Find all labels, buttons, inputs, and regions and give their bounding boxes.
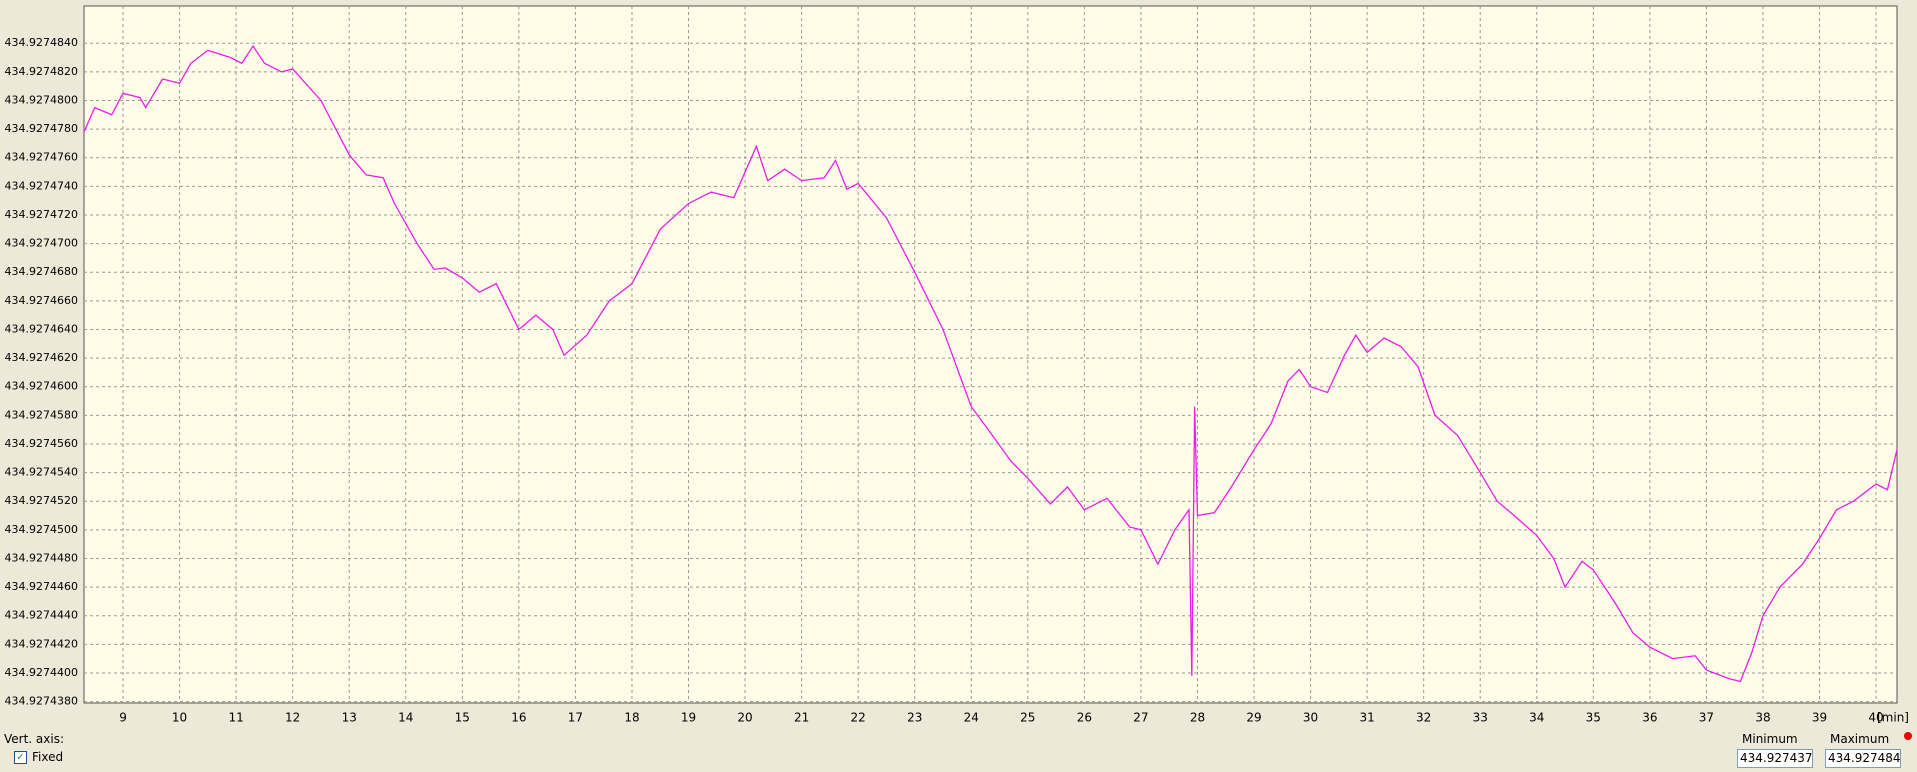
y-tick-label: 434.9274640 xyxy=(5,322,78,335)
x-tick-label: 13 xyxy=(342,711,357,725)
plot-area xyxy=(83,5,1898,704)
y-tick-label: 434.9274660 xyxy=(5,294,78,307)
x-tick-label: 32 xyxy=(1416,711,1431,725)
y-tick-label: 434.9274580 xyxy=(5,408,78,421)
y-tick-label: 434.9274720 xyxy=(5,208,78,221)
x-tick-label: 29 xyxy=(1246,711,1261,725)
minimum-label: Minimum xyxy=(1742,732,1798,746)
y-tick-label: 434.9274740 xyxy=(5,179,78,192)
y-tick-label: 434.9274540 xyxy=(5,466,78,479)
y-tick-label: 434.9274440 xyxy=(5,609,78,622)
y-tick-label: 434.9274800 xyxy=(5,93,78,106)
fixed-checkbox[interactable]: ✓ xyxy=(14,751,27,764)
x-tick-label: 33 xyxy=(1473,711,1488,725)
maximum-input[interactable]: 434.9274848 xyxy=(1825,749,1901,768)
x-tick-label: 16 xyxy=(511,711,526,725)
y-tick-label: 434.9274600 xyxy=(5,380,78,393)
y-tick-label: 434.9274460 xyxy=(5,580,78,593)
x-tick-label: 35 xyxy=(1586,711,1601,725)
y-tick-label: 434.9274380 xyxy=(5,695,78,708)
x-tick-label: 24 xyxy=(964,711,979,725)
x-tick-label: 10 xyxy=(172,711,187,725)
chart: [min] 434.9274380 434.9274400 434.9274420 4… xyxy=(5,5,1909,725)
x-tick-label: 36 xyxy=(1642,711,1657,725)
y-tick-label: 434.9274520 xyxy=(5,494,78,507)
y-tick-label: 434.9274820 xyxy=(5,65,78,78)
data-line xyxy=(83,44,1898,683)
x-tick-label: 31 xyxy=(1359,711,1374,725)
y-tick-label: 434.9274560 xyxy=(5,437,78,450)
x-tick-label: 30 xyxy=(1303,711,1318,725)
x-tick-label: 40 xyxy=(1868,711,1883,725)
x-tick-label: 37 xyxy=(1699,711,1714,725)
y-tick-label: 434.9274400 xyxy=(5,666,78,679)
x-tick-label: 19 xyxy=(681,711,696,725)
y-tick-label: 434.9274680 xyxy=(5,265,78,278)
x-tick-label: 38 xyxy=(1755,711,1770,725)
y-tick-label: 434.9274760 xyxy=(5,151,78,164)
x-tick-label: 20 xyxy=(737,711,752,725)
x-tick-label: 12 xyxy=(285,711,300,725)
y-tick-label: 434.9274500 xyxy=(5,523,78,536)
y-tick-label: 434.9274700 xyxy=(5,237,78,250)
x-tick-label: 18 xyxy=(624,711,639,725)
x-axis-label: [min] xyxy=(1877,711,1909,725)
status-dot xyxy=(1904,732,1912,740)
x-tick-label: 28 xyxy=(1190,711,1205,725)
x-tick-label: 26 xyxy=(1077,711,1092,725)
x-tick-label: 22 xyxy=(851,711,866,725)
x-tick-label: 23 xyxy=(907,711,922,725)
x-tick-label: 34 xyxy=(1529,711,1544,725)
x-tick-label: 21 xyxy=(794,711,809,725)
x-tick-label: 11 xyxy=(228,711,243,725)
x-tick-label: 27 xyxy=(1133,711,1148,725)
x-tick-label: 25 xyxy=(1020,711,1035,725)
maximum-label: Maximum xyxy=(1830,732,1890,746)
vert-axis-label: Vert. axis: xyxy=(4,732,65,746)
x-tick-label: 17 xyxy=(568,711,583,725)
y-tick-label: 434.9274780 xyxy=(5,122,78,135)
x-tick-label: 39 xyxy=(1812,711,1827,725)
fixed-label: Fixed xyxy=(32,750,64,764)
minimum-input[interactable]: 434.9274379 xyxy=(1737,749,1813,768)
x-tick-label: 15 xyxy=(455,711,470,725)
y-tick-label: 434.9274620 xyxy=(5,351,78,364)
y-tick-label: 434.9274420 xyxy=(5,637,78,650)
y-tick-label: 434.9274840 xyxy=(5,36,78,49)
x-tick-label: 9 xyxy=(119,711,127,725)
y-tick-label: 434.9274480 xyxy=(5,551,78,564)
x-tick-label: 14 xyxy=(398,711,413,725)
